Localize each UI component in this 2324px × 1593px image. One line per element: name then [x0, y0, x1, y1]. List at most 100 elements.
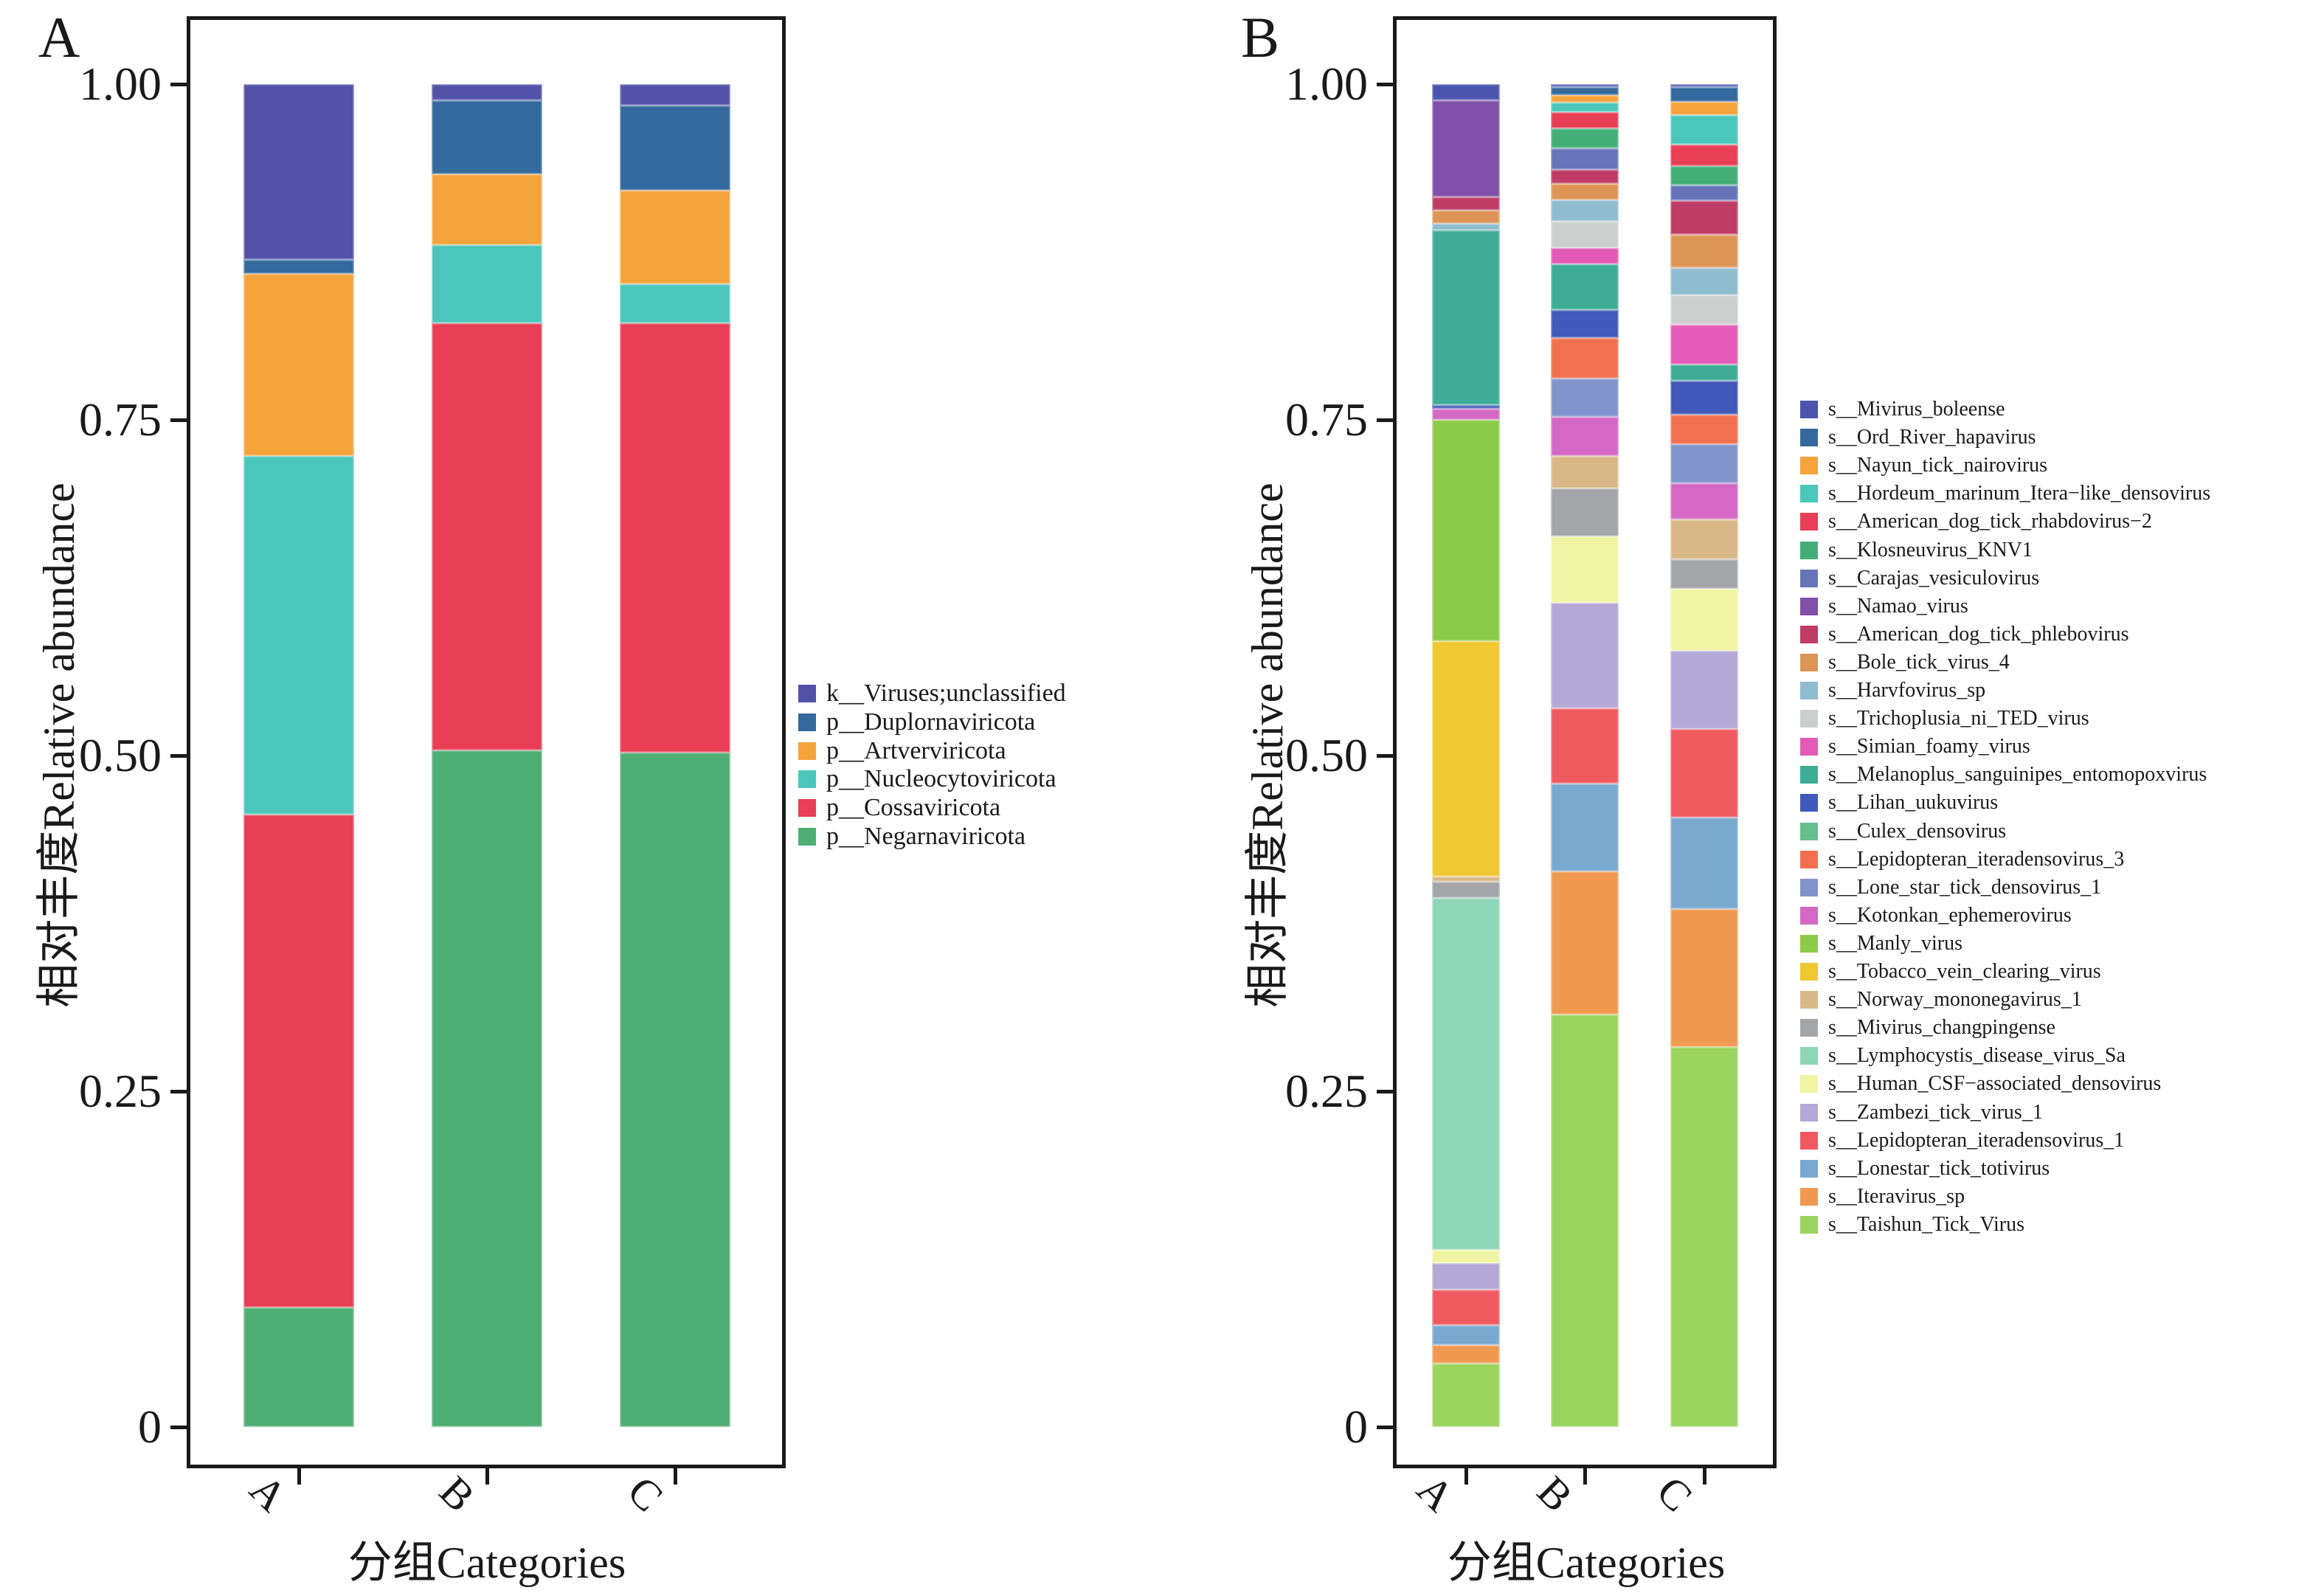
panel-b-y-tick-label: 0.50	[1285, 729, 1368, 781]
panel-b-bar-C	[1670, 84, 1738, 1428]
bar-segment	[1432, 230, 1500, 405]
panel-b-legend-item: s__Tobacco_vein_clearing_virus	[1800, 961, 2101, 982]
bar-segment	[432, 84, 542, 100]
panel-a-x-tick-label: C	[618, 1466, 673, 1521]
panel-a-y-axis-title: 相对丰度Relative abundance	[35, 483, 83, 1008]
bar-segment	[1432, 1249, 1500, 1263]
panel-a-y-tick-label: 0.50	[79, 729, 162, 781]
panel-b-bar-A	[1432, 84, 1500, 1427]
legend-label: s__Trichoplusia_ni_TED_virus	[1828, 707, 2089, 730]
bar-segment	[620, 190, 730, 285]
panel-a-y-tick	[170, 82, 187, 86]
legend-swatch	[1800, 850, 1818, 868]
bar-segment	[1432, 84, 1500, 100]
panel-a-bar-B	[432, 84, 542, 1427]
bar-segment	[1551, 263, 1619, 310]
panel-a-y-tick-label: 0.75	[79, 393, 162, 446]
legend-swatch	[798, 742, 816, 760]
bar-segment	[1551, 199, 1619, 221]
panel-b-legend-item: s__Mivirus_changpingense	[1800, 1017, 2055, 1038]
panel-a-legend-item: p__Nucleocytoviricota	[798, 767, 1056, 792]
bar-segment	[1670, 324, 1738, 365]
bar-segment	[243, 273, 354, 457]
legend-label: p__Negarnaviricota	[826, 823, 1026, 850]
bar-segment	[243, 456, 354, 815]
bar-segment	[1670, 483, 1738, 519]
bar-segment	[1432, 897, 1500, 1250]
bar-segment	[1670, 201, 1738, 235]
legend-swatch	[798, 770, 816, 789]
legend-swatch	[1800, 794, 1818, 812]
panel-b-y-tick	[1377, 418, 1393, 422]
bar-segment	[1670, 294, 1738, 325]
legend-label: s__Lepidopteran_iteradensovirus_1	[1828, 1128, 2125, 1152]
panel-a-y-tick-label: 0	[138, 1400, 162, 1453]
bar-segment	[1670, 184, 1738, 201]
bar-segment	[1432, 1364, 1500, 1427]
legend-swatch	[798, 713, 816, 731]
panel-b-x-tick	[1702, 1468, 1706, 1485]
legend-swatch	[1800, 822, 1818, 840]
bar-segment	[1551, 94, 1619, 103]
legend-label: s__Kotonkan_ephemerovirus	[1828, 903, 2072, 927]
legend-swatch	[798, 828, 816, 846]
bar-segment	[1551, 378, 1619, 418]
bar-segment	[1551, 221, 1619, 249]
panel-b-legend-item: s__Lihan_uukuvirus	[1800, 792, 1998, 813]
bar-segment	[1670, 166, 1738, 185]
panel-a-legend-item: p__Negarnaviricota	[798, 824, 1026, 849]
panel-b-x-tick-label: B	[1528, 1466, 1583, 1521]
legend-label: p__Cossaviricota	[826, 794, 1001, 822]
panel-b-legend-item: s__Carajas_vesiculovirus	[1800, 567, 2039, 589]
bar-segment	[1670, 234, 1738, 269]
panel-b-x-tick	[1583, 1468, 1587, 1485]
bar-segment	[1432, 404, 1500, 410]
bar-segment	[1551, 536, 1619, 603]
panel-a-x-axis-title: 分组Categories	[347, 1538, 626, 1587]
panel-b-legend-item: s__Lonestar_tick_totivirus	[1800, 1158, 2050, 1179]
legend-label: s__Bole_tick_virus_4	[1828, 650, 2010, 674]
legend-swatch	[1800, 597, 1818, 615]
panel-a-legend-item: p__Cossaviricota	[798, 795, 1000, 820]
panel-b-legend-item: s__Hordeum_marinum_Itera−like_densovirus	[1800, 483, 2210, 504]
bar-segment	[1432, 1344, 1500, 1364]
bar-segment	[620, 84, 730, 106]
legend-swatch	[1800, 401, 1818, 418]
bar-segment	[1432, 196, 1500, 211]
legend-swatch	[1800, 429, 1818, 447]
panel-b-y-tick	[1377, 1425, 1393, 1429]
bar-segment	[1432, 224, 1500, 231]
legend-label: s__Norway_mononegavirus_1	[1828, 988, 2082, 1012]
legend-swatch	[1800, 653, 1818, 671]
bar-segment	[1551, 103, 1619, 113]
panel-b-legend-item: s__Simian_foamy_virus	[1800, 736, 2030, 757]
legend-label: s__Iteravirus_sp	[1828, 1184, 1965, 1208]
bar-segment	[1432, 882, 1500, 898]
legend-label: s__Human_CSF−associated_densovirus	[1828, 1072, 2162, 1096]
panel-b-x-tick-label: A	[1408, 1465, 1464, 1521]
panel-a-y-tick-label: 1.00	[79, 58, 162, 110]
legend-swatch	[1800, 991, 1818, 1009]
bar-segment	[432, 173, 542, 246]
panel-b-legend-item: s__Ord_River_hapavirus	[1800, 427, 2036, 448]
bar-segment	[1670, 414, 1738, 444]
bar-segment	[1670, 84, 1738, 87]
panel-a-x-tick	[673, 1468, 677, 1485]
panel-b-x-tick	[1464, 1468, 1468, 1485]
bar-segment	[1670, 364, 1738, 381]
bar-segment	[1670, 101, 1738, 115]
bar-segment	[1670, 144, 1738, 167]
bar-segment	[1551, 128, 1619, 149]
bar-segment	[1432, 1324, 1500, 1345]
bar-segment	[432, 750, 542, 1427]
bar-segment	[1551, 183, 1619, 200]
legend-label: s__Hordeum_marinum_Itera−like_densovirus	[1828, 482, 2211, 505]
bar-segment	[1432, 1262, 1500, 1290]
bar-segment	[1551, 708, 1619, 784]
panel-b-y-tick-label: 0	[1344, 1400, 1368, 1453]
panel-a-x-tick-label: A	[241, 1465, 297, 1521]
bar-segment	[1551, 148, 1619, 170]
bar-segment	[1670, 86, 1738, 102]
legend-label: s__Mivirus_boleense	[1828, 398, 2005, 421]
panel-b-legend-item: s__Lone_star_tick_densovirus_1	[1800, 877, 2101, 898]
